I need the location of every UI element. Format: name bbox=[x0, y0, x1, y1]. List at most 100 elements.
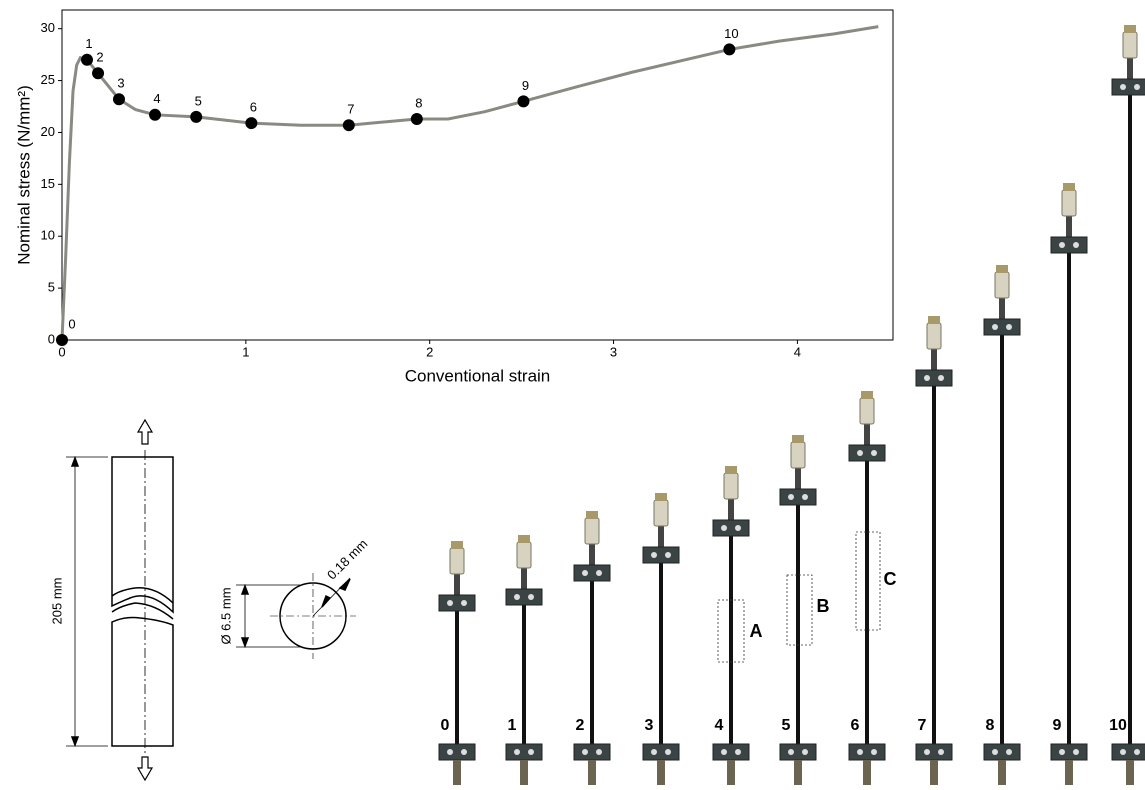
bolt bbox=[1006, 749, 1012, 755]
plot-frame bbox=[62, 10, 893, 340]
length-label: 205 mm bbox=[49, 578, 64, 625]
bolt bbox=[735, 525, 741, 531]
bolt bbox=[447, 749, 453, 755]
bolt bbox=[1073, 242, 1079, 248]
base-rod bbox=[727, 760, 735, 785]
clamp bbox=[439, 744, 475, 760]
clamp bbox=[643, 744, 679, 760]
curve bbox=[62, 27, 878, 340]
bolt bbox=[1134, 84, 1140, 90]
bolt bbox=[938, 375, 944, 381]
bolt bbox=[461, 749, 467, 755]
specimen-label: 1 bbox=[508, 717, 517, 734]
diameter-label: Ø 6.5 mm bbox=[218, 587, 233, 644]
bolt bbox=[514, 594, 520, 600]
clamp bbox=[916, 370, 952, 386]
grip-top bbox=[451, 541, 463, 549]
clamp bbox=[506, 589, 542, 605]
base-rod bbox=[794, 760, 802, 785]
bolt bbox=[721, 525, 727, 531]
page: {"chart_data": {"type": "line", "xlabel"… bbox=[0, 0, 1145, 785]
bolt bbox=[924, 375, 930, 381]
y-tick-label: 25 bbox=[41, 72, 55, 87]
clamp bbox=[1051, 237, 1087, 253]
base-rod bbox=[998, 760, 1006, 785]
clamp bbox=[713, 520, 749, 536]
base-rod bbox=[588, 760, 596, 785]
bolt bbox=[665, 749, 671, 755]
figure: 205 mm Ø 6.5 mm 0.18 mm 012345678910ABC … bbox=[0, 0, 1145, 785]
point-label: 5 bbox=[195, 93, 202, 108]
clamp bbox=[574, 565, 610, 581]
data-point bbox=[56, 334, 68, 346]
grip-head bbox=[450, 548, 464, 574]
point-label: 4 bbox=[153, 91, 160, 106]
point-label: 2 bbox=[96, 50, 103, 65]
grip-head bbox=[995, 272, 1009, 298]
data-point bbox=[149, 109, 161, 121]
point-label: 1 bbox=[85, 36, 92, 51]
zone-label: C bbox=[884, 569, 897, 589]
grip-head bbox=[927, 323, 941, 349]
grip-top bbox=[996, 265, 1008, 273]
grip-top bbox=[792, 435, 804, 443]
bolt bbox=[665, 552, 671, 558]
data-point bbox=[517, 95, 529, 107]
grip-head bbox=[724, 473, 738, 499]
grip-top bbox=[586, 511, 598, 519]
bolt bbox=[735, 749, 741, 755]
base-rod bbox=[930, 760, 938, 785]
clamp bbox=[780, 489, 816, 505]
specimen-label: 10 bbox=[1109, 717, 1127, 734]
base-rod bbox=[657, 760, 665, 785]
bolt bbox=[1073, 749, 1079, 755]
bolt bbox=[447, 600, 453, 606]
specimen-label: 8 bbox=[986, 717, 995, 734]
zone-label: B bbox=[817, 596, 830, 616]
specimen-label: 2 bbox=[576, 717, 585, 734]
y-tick-label: 30 bbox=[41, 20, 55, 35]
bolt bbox=[857, 749, 863, 755]
data-point bbox=[81, 54, 93, 66]
data-point bbox=[723, 43, 735, 55]
bolt bbox=[582, 749, 588, 755]
bolt bbox=[1059, 242, 1065, 248]
specimen-label: 0 bbox=[441, 717, 450, 734]
x-tick-label: 3 bbox=[610, 344, 617, 359]
bolt bbox=[721, 749, 727, 755]
grip-head bbox=[1062, 190, 1076, 216]
grip-top bbox=[861, 391, 873, 399]
bolt bbox=[1059, 749, 1065, 755]
grip-head bbox=[517, 542, 531, 568]
bolt bbox=[1120, 84, 1126, 90]
bolt bbox=[651, 749, 657, 755]
y-tick-label: 15 bbox=[41, 176, 55, 191]
data-point bbox=[113, 93, 125, 105]
grip-head bbox=[791, 442, 805, 468]
clamp bbox=[643, 547, 679, 563]
base-rod bbox=[520, 760, 528, 785]
point-label: 3 bbox=[117, 76, 124, 91]
bolt bbox=[871, 749, 877, 755]
clamp bbox=[439, 595, 475, 611]
y-tick-label: 20 bbox=[41, 124, 55, 139]
bolt bbox=[788, 494, 794, 500]
bolt bbox=[651, 552, 657, 558]
base-rod bbox=[1065, 760, 1073, 785]
grip-head bbox=[654, 500, 668, 526]
specimen-label: 6 bbox=[851, 717, 860, 734]
data-point bbox=[411, 113, 423, 125]
y-tick-label: 10 bbox=[41, 228, 55, 243]
thickness-label: 0.18 mm bbox=[324, 536, 370, 582]
grip-top bbox=[1063, 183, 1075, 191]
bolt bbox=[788, 749, 794, 755]
specimen-photos: 012345678910ABC bbox=[439, 25, 1145, 785]
clamp bbox=[849, 744, 885, 760]
grip-head bbox=[585, 518, 599, 544]
bolt bbox=[596, 749, 602, 755]
grip-top bbox=[655, 493, 667, 501]
clamp bbox=[1112, 744, 1145, 760]
grip-top bbox=[725, 466, 737, 474]
clamp bbox=[984, 319, 1020, 335]
data-point bbox=[343, 119, 355, 131]
